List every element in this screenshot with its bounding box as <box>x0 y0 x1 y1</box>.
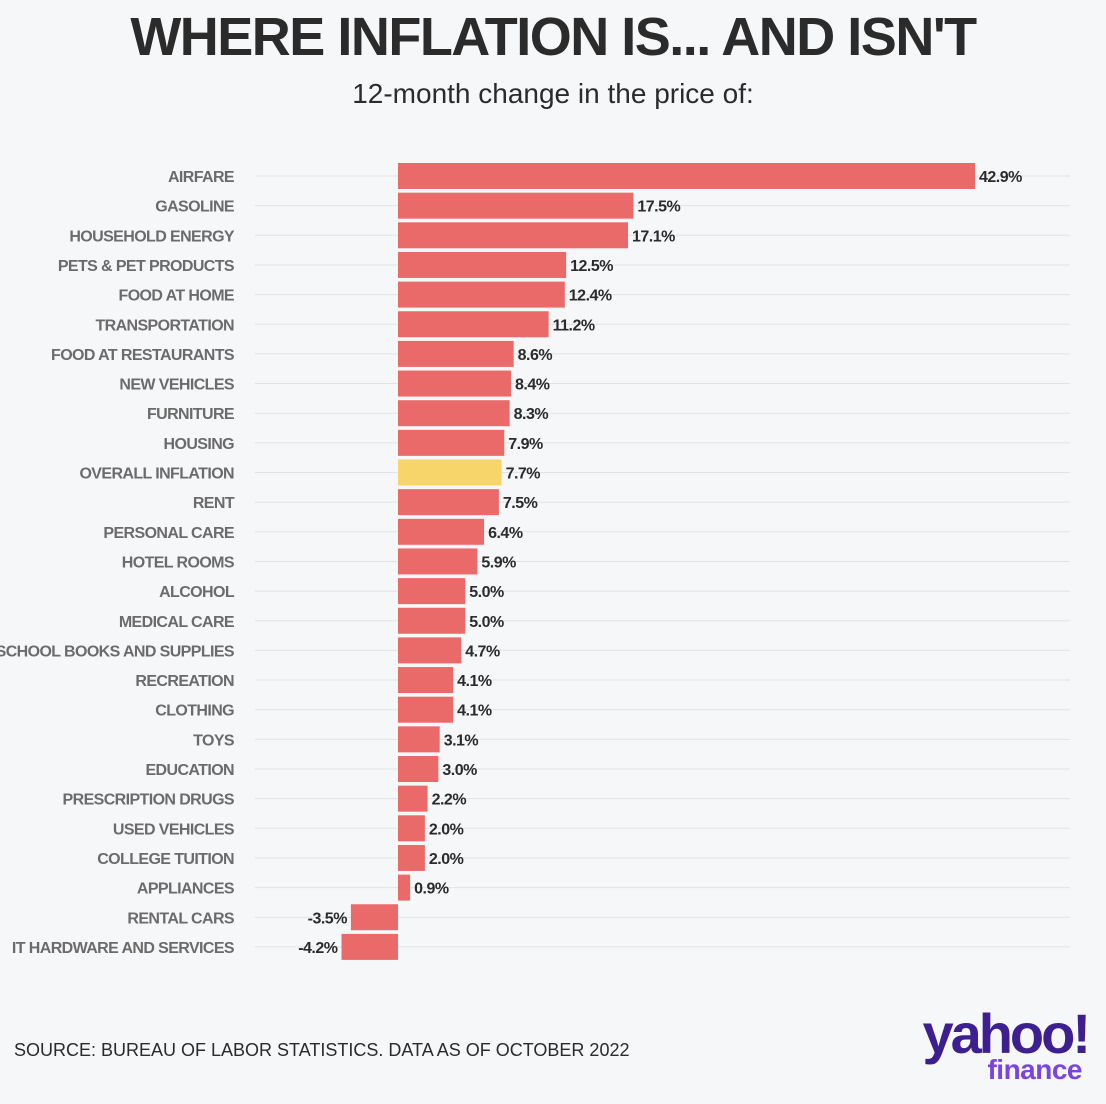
category-label: IT HARDWARE AND SERVICES <box>12 940 235 957</box>
value-label: 8.3% <box>514 406 549 423</box>
category-label: RENTAL CARS <box>127 910 235 927</box>
category-label: OVERALL INFLATION <box>79 466 234 483</box>
bar <box>398 637 462 664</box>
value-label: 7.5% <box>503 495 538 512</box>
value-label: 7.7% <box>506 466 541 483</box>
value-label: -3.5% <box>308 910 348 927</box>
category-label: TOYS <box>193 732 235 749</box>
value-label: 2.0% <box>429 821 464 838</box>
value-label: 0.9% <box>414 881 449 898</box>
bar <box>398 667 454 694</box>
bar <box>398 370 511 397</box>
bar-chart: AIRFARE 42.9% GASOLINE 17.5% HOUSEHOLD ENERG… <box>0 163 1070 960</box>
category-label: GASOLINE <box>155 199 235 216</box>
bar <box>398 756 439 782</box>
value-label: 11.2% <box>553 317 595 334</box>
value-label: 17.5% <box>637 199 680 216</box>
value-label: 6.4% <box>488 525 523 542</box>
labels: AIRFARE 42.9% GASOLINE 17.5% HOUSEHOLD ENERG… <box>0 169 1023 957</box>
value-label: 8.4% <box>515 377 550 394</box>
category-label: MEDICAL CARE <box>119 614 235 631</box>
bar <box>350 904 398 931</box>
logo-sub: finance <box>987 1054 1082 1085</box>
bar <box>398 251 567 278</box>
bar-highlight <box>398 459 502 486</box>
category-label: AIRFARE <box>168 169 235 186</box>
bar <box>398 400 510 427</box>
bar <box>398 607 466 634</box>
value-label: 5.0% <box>469 584 504 601</box>
value-label: 4.7% <box>465 643 500 660</box>
bar <box>398 518 485 545</box>
value-label: 4.1% <box>457 673 492 690</box>
bars <box>341 163 976 960</box>
value-label: 2.2% <box>432 792 467 809</box>
chart-subtitle: 12-month change in the price of: <box>352 78 754 109</box>
bar <box>398 489 499 516</box>
bar <box>398 281 565 308</box>
value-label: 12.4% <box>569 288 612 305</box>
bar <box>341 933 398 960</box>
bar <box>398 785 428 812</box>
source-note: SOURCE: BUREAU OF LABOR STATISTICS. DATA… <box>14 1040 630 1060</box>
bar <box>398 874 411 901</box>
category-label: USED VEHICLES <box>113 821 235 838</box>
category-label: RECREATION <box>135 673 234 690</box>
category-label: HOUSING <box>164 436 235 453</box>
category-label: FURNITURE <box>147 406 235 423</box>
value-label: 12.5% <box>570 258 613 275</box>
category-label: CLOTHING <box>155 703 234 720</box>
bar <box>398 340 514 367</box>
logo-wordmark: yahoo! <box>922 1002 1091 1065</box>
category-label: PRESCRIPTION DRUGS <box>63 792 235 809</box>
grid-lines <box>255 175 1070 948</box>
value-label: 7.9% <box>508 436 543 453</box>
category-label: SCHOOL BOOKS AND SUPPLIES <box>0 643 235 660</box>
bar <box>398 222 628 249</box>
category-label: TRANSPORTATION <box>95 317 234 334</box>
bar <box>398 844 425 871</box>
bar <box>398 311 549 338</box>
value-label: 5.0% <box>469 614 504 631</box>
value-label: 4.1% <box>457 703 492 720</box>
chart-title: WHERE INFLATION IS... AND ISN'T <box>130 7 977 67</box>
bar <box>398 696 454 723</box>
bar <box>398 192 634 219</box>
value-label: 3.1% <box>444 732 479 749</box>
yahoo-finance-logo: yahoo! finance <box>898 1002 1091 1092</box>
category-label: FOOD AT RESTAURANTS <box>51 347 235 364</box>
category-label: APPLIANCES <box>137 881 235 898</box>
value-label: 3.0% <box>442 762 477 779</box>
bar <box>398 815 425 842</box>
bar <box>398 548 478 575</box>
value-label: 2.0% <box>429 851 464 868</box>
value-label: 42.9% <box>979 169 1022 186</box>
value-label: 5.9% <box>481 554 516 571</box>
category-label: FOOD AT HOME <box>119 288 235 305</box>
bar <box>398 726 440 753</box>
value-label: 17.1% <box>632 228 675 245</box>
category-label: HOUSEHOLD ENERGY <box>69 228 235 245</box>
bar <box>398 163 976 189</box>
bar <box>398 578 466 605</box>
category-label: HOTEL ROOMS <box>122 554 235 571</box>
value-label: 8.6% <box>518 347 553 364</box>
category-label: PETS & PET PRODUCTS <box>58 258 235 275</box>
category-label: NEW VEHICLES <box>119 377 235 394</box>
category-label: PERSONAL CARE <box>103 525 235 542</box>
category-label: ALCOHOL <box>159 584 235 601</box>
bar <box>398 429 505 456</box>
category-label: EDUCATION <box>145 762 234 779</box>
category-label: COLLEGE TUITION <box>97 851 234 868</box>
value-label: -4.2% <box>298 940 338 957</box>
category-label: RENT <box>193 495 235 512</box>
